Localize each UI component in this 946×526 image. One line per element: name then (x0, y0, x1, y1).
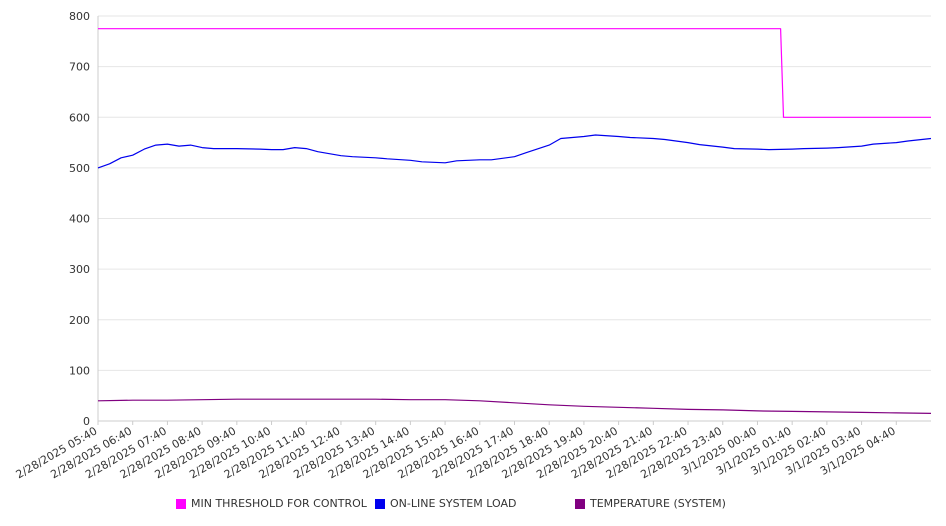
y-tick-label-200: 200 (69, 314, 90, 327)
legend-swatch-threshold (176, 498, 186, 509)
legend-label-temperature: TEMPERATURE (SYSTEM) (590, 497, 726, 510)
y-tick-label-500: 500 (69, 162, 90, 175)
legend-label-load: ON-LINE SYSTEM LOAD (390, 497, 517, 510)
legend-swatch-load (375, 498, 385, 509)
y-tick-label-600: 600 (69, 111, 90, 124)
y-tick-label-300: 300 (69, 263, 90, 276)
legend-swatch-temperature (575, 498, 585, 509)
system-load-line (97, 134, 932, 169)
legend-item-load[interactable]: ON-LINE SYSTEM LOAD (375, 497, 516, 510)
threshold-line (98, 28, 931, 118)
temperature-line (97, 398, 932, 414)
y-tick-label-400: 400 (69, 213, 90, 226)
legend-item-threshold[interactable]: MIN THRESHOLD FOR CONTROL (176, 497, 367, 510)
y-tick-label-0: 0 (83, 415, 90, 428)
legend-item-temperature[interactable]: TEMPERATURE (SYSTEM) (575, 497, 726, 510)
y-tick-label-700: 700 (69, 61, 90, 74)
chart-legend: MIN THRESHOLD FOR CONTROL ON-LINE SYSTEM… (0, 497, 946, 515)
y-tick-label-800: 800 (69, 10, 90, 23)
legend-label-threshold: MIN THRESHOLD FOR CONTROL (191, 497, 367, 510)
y-tick-label-100: 100 (69, 364, 90, 377)
